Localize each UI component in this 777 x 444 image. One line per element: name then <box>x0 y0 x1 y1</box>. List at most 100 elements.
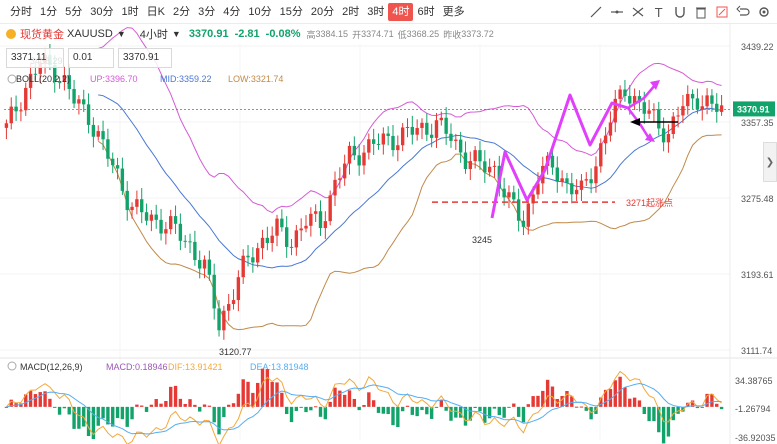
period-label[interactable]: 4小时 <box>139 29 168 41</box>
macd-bar <box>710 394 714 407</box>
order-price-input[interactable]: 3371.11 <box>6 48 64 68</box>
macd-bar <box>439 400 444 407</box>
candle-body <box>449 133 453 141</box>
period-tab-1[interactable]: 1分 <box>40 5 58 18</box>
period-tab-2[interactable]: 5分 <box>65 5 83 18</box>
period-tab-12[interactable]: 2时 <box>342 5 360 18</box>
macd-bar <box>599 397 603 407</box>
candle-body <box>676 115 680 117</box>
candle-body <box>647 110 651 114</box>
macd-bar <box>468 406 472 421</box>
macd-bar <box>391 406 395 426</box>
order-price-input-2[interactable]: 3370.91 <box>118 48 172 68</box>
macd-bar <box>719 406 724 410</box>
macd-bar <box>647 406 651 422</box>
macd-bar <box>169 386 173 407</box>
macd-bar <box>178 398 183 407</box>
trash-icon[interactable] <box>692 3 710 21</box>
macd-bar <box>657 406 661 433</box>
macd-bar <box>318 406 323 417</box>
macd-bar <box>159 403 163 407</box>
macd-bar <box>570 396 574 407</box>
macd-bar <box>695 406 700 409</box>
candle-body <box>178 223 183 241</box>
close-icon <box>7 361 17 371</box>
boll-upper-line <box>98 27 722 214</box>
macd-bar <box>512 403 516 407</box>
macd-bar <box>545 379 550 407</box>
candle-body <box>304 225 308 229</box>
macd-bar <box>120 406 125 420</box>
macd-bar <box>565 391 569 407</box>
period-tab-9[interactable]: 10分 <box>248 5 272 18</box>
period-tab-5[interactable]: 日K <box>146 5 165 18</box>
expand-panel-button[interactable]: ❯ <box>763 142 777 182</box>
top-toolbar: 分时 1分 5分 30分 1时 日K 2分 3分 4分 10分 15分 20分 2时 3时 4时 6时 更多 T <box>0 0 777 24</box>
candle-body <box>429 134 434 138</box>
candle-body <box>362 152 366 166</box>
period-tab-15[interactable]: 6时 <box>417 5 435 18</box>
macd-legend-item: MACD(12,26,9) <box>20 362 83 372</box>
candle-body <box>367 139 371 153</box>
macd-bar <box>309 406 313 411</box>
candle-body <box>603 135 608 144</box>
macd-bar <box>333 387 337 407</box>
text-icon[interactable]: T <box>650 3 668 21</box>
macd-bar <box>676 406 680 414</box>
candle-body <box>265 237 270 243</box>
macd-bar <box>125 406 129 427</box>
symbol-code[interactable]: XAUUSD <box>67 28 113 40</box>
candlesticks <box>4 43 724 340</box>
period-tab-6[interactable]: 2分 <box>172 5 191 18</box>
price-change: -2.81 <box>234 28 260 40</box>
gear-icon[interactable] <box>755 3 773 21</box>
period-tab-14[interactable]: 4时 <box>388 2 414 21</box>
candle-body <box>14 106 18 112</box>
current-price-tag-bg <box>733 101 775 117</box>
candle-body <box>125 190 129 211</box>
macd-bar <box>38 392 42 407</box>
undo-icon[interactable] <box>734 3 752 21</box>
macd-bar <box>86 406 91 437</box>
macd-bar <box>531 396 535 407</box>
candle-body <box>212 274 216 309</box>
candle-body <box>202 259 207 269</box>
period-tab-3[interactable]: 30分 <box>90 5 114 18</box>
horizontal-line-icon[interactable] <box>608 3 626 21</box>
current-price-tag: 3370.91 <box>737 104 770 114</box>
ray-line-icon[interactable] <box>629 3 647 21</box>
candle-body <box>280 218 284 228</box>
macd-bar <box>135 404 139 407</box>
magnet-icon[interactable] <box>671 3 689 21</box>
period-tab-4[interactable]: 1时 <box>121 5 139 18</box>
period-tab-10[interactable]: 15分 <box>279 5 303 18</box>
macd-bar <box>579 406 584 408</box>
arrow-up-icon <box>650 80 660 90</box>
symbol-name[interactable]: 现货黄金 <box>20 29 64 41</box>
candle-body <box>144 212 149 221</box>
macd-bar <box>642 406 646 414</box>
chevron-down-icon[interactable]: ▼ <box>171 29 181 39</box>
period-tab-0[interactable]: 分时 <box>10 5 32 18</box>
candle-body <box>313 211 318 214</box>
candle-body <box>256 248 260 263</box>
arrow-down-icon <box>645 133 655 142</box>
period-tab-8[interactable]: 4分 <box>223 5 241 18</box>
period-tab-11[interactable]: 20分 <box>310 5 335 18</box>
macd-bar <box>603 389 608 407</box>
macd-bar <box>91 406 96 440</box>
chevron-down-icon[interactable]: ▼ <box>116 29 126 39</box>
period-tab-16[interactable]: 更多 <box>442 5 465 18</box>
trend-line-icon[interactable] <box>587 3 605 21</box>
edit-icon[interactable] <box>713 3 731 21</box>
candle-body <box>284 227 289 247</box>
dea-line <box>6 382 722 435</box>
period-tab-13[interactable]: 3时 <box>367 5 385 18</box>
lot-size-input[interactable]: 0.01 <box>68 48 114 68</box>
candle-body <box>565 178 569 184</box>
macd-bar <box>28 390 33 407</box>
gold-symbol-icon <box>6 29 16 39</box>
period-tab-7[interactable]: 3分 <box>198 5 216 18</box>
candle-body <box>106 139 110 159</box>
